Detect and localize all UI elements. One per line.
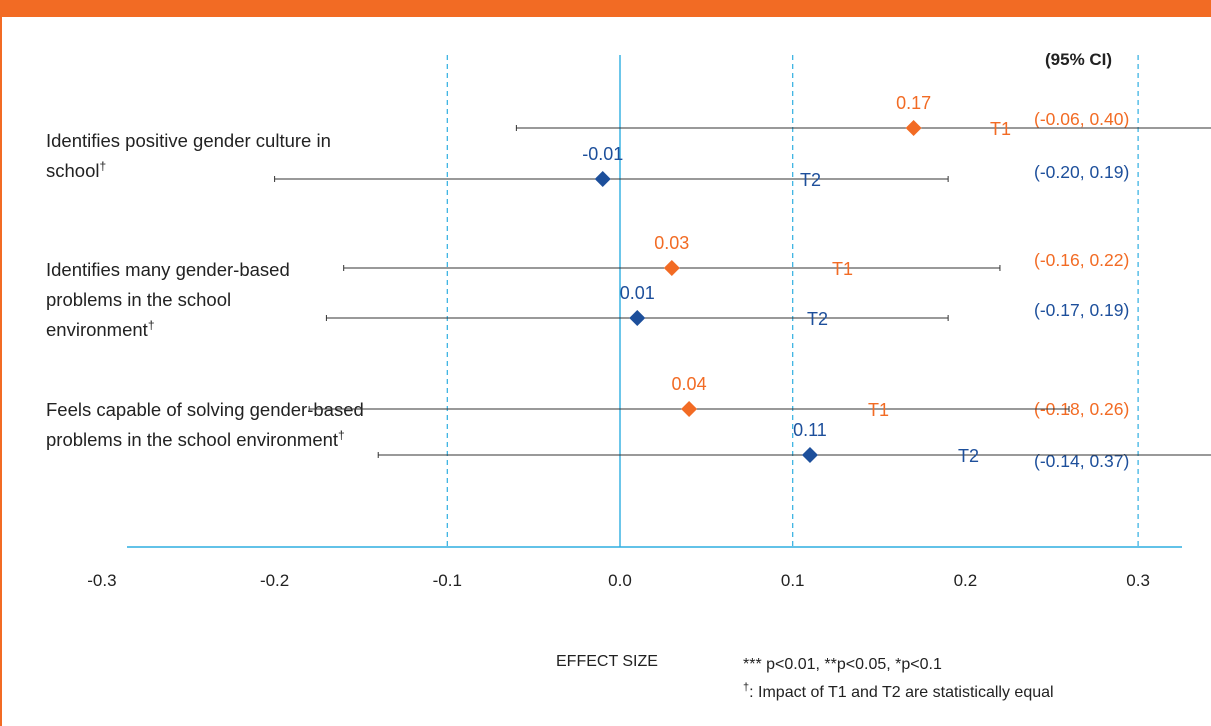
estimate-label: 0.03: [654, 233, 689, 253]
x-tick-label: 0.0: [608, 571, 632, 590]
estimate-label: 0.01: [620, 283, 655, 303]
ci-text-row1-t1: (-0.06, 0.40): [1034, 109, 1130, 129]
ci-column-header: (95% CI): [1045, 50, 1113, 69]
x-tick-label: 0.1: [781, 571, 805, 590]
estimate-marker: [663, 260, 680, 276]
estimate-marker: [681, 401, 698, 417]
estimate-label: -0.01: [582, 144, 623, 164]
x-tick-label: 0.2: [954, 571, 978, 590]
estimate-marker: [905, 120, 922, 136]
estimate-marker: [629, 310, 646, 326]
estimate-label: 0.11: [793, 420, 827, 440]
ci-text-row2-t1: (-0.16, 0.22): [1034, 250, 1130, 270]
estimate-label: 0.04: [672, 374, 707, 394]
ci-text-row3-t1: (-0.18, 0.26): [1034, 399, 1130, 419]
significance-note: *** p<0.01, **p<0.05, *p<0.1: [743, 656, 942, 673]
ci-text-row2-t2: (-0.17, 0.19): [1034, 300, 1130, 320]
x-tick-label: -0.2: [260, 571, 289, 590]
estimate-label: 0.17: [896, 93, 931, 113]
row-label-capable-solving: Feels capable of solving gender-based pr…: [46, 399, 364, 450]
x-tick-label: -0.3: [87, 571, 116, 590]
row-label-gender-problems: Identifies many gender-based problems in…: [46, 259, 290, 340]
ci-text-row1-t2: (-0.20, 0.19): [1034, 162, 1130, 182]
x-tick-label: -0.1: [433, 571, 462, 590]
estimate-marker: [801, 447, 818, 463]
top-accent-bar: [0, 0, 1211, 17]
dagger-note: †: Impact of T1 and T2 are statistically…: [743, 681, 1054, 701]
x-tick-label: 0.3: [1126, 571, 1150, 590]
x-axis-title: EFFECT SIZE: [556, 653, 658, 670]
series-label: T1: [990, 119, 1011, 139]
series-label: T1: [832, 259, 853, 279]
estimate-marker: [594, 171, 611, 187]
series-label: T2: [958, 446, 979, 466]
series-label: T1: [868, 400, 889, 420]
row-label-positive-culture: Identifies positive gender culture in sc…: [46, 130, 331, 181]
series-label: T2: [800, 170, 821, 190]
ci-text-row3-t2: (-0.14, 0.37): [1034, 451, 1130, 471]
series-label: T2: [807, 309, 828, 329]
